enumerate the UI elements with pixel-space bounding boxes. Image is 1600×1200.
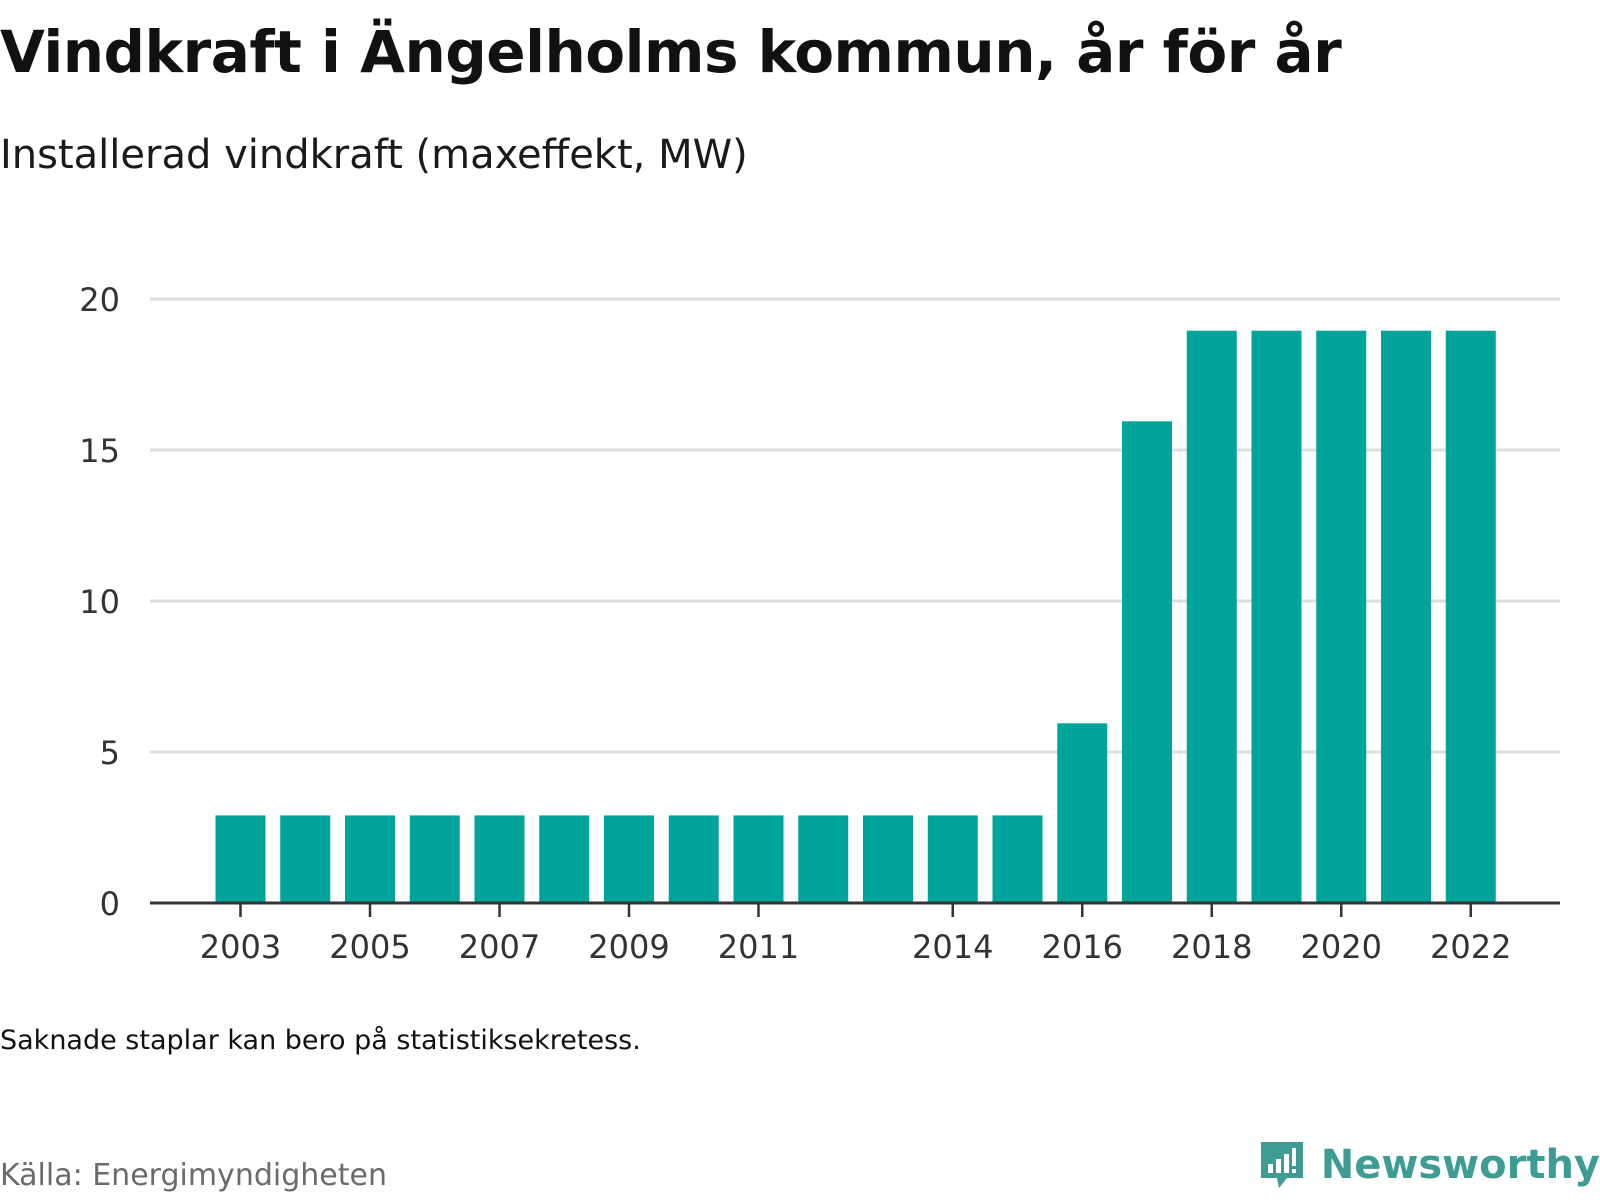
- bar-2009: [604, 815, 654, 903]
- bar-2010: [668, 815, 719, 903]
- bar-2012: [798, 815, 849, 903]
- bar-2020: [1316, 330, 1367, 904]
- newsworthy-chart-bubble-icon: [1260, 1142, 1303, 1188]
- x-tick-label: 2014: [912, 928, 993, 966]
- x-tick-label: 2011: [718, 928, 799, 966]
- x-tick-label: 2020: [1301, 928, 1382, 966]
- bar-2019: [1251, 330, 1302, 904]
- bar-2013: [863, 815, 913, 903]
- bar-2022: [1445, 330, 1496, 904]
- x-tick-label: 2009: [588, 928, 669, 966]
- brand-name: Newsworthy: [1320, 1142, 1600, 1188]
- bar-2014: [927, 815, 978, 903]
- y-tick-label: 20: [79, 281, 120, 319]
- x-tick-label: 2016: [1042, 928, 1123, 966]
- bars: [215, 330, 1496, 904]
- y-tick-label: 0: [100, 885, 120, 923]
- bar-2007: [474, 815, 525, 903]
- y-tick-label: 5: [100, 734, 120, 772]
- x-tick-label: 2022: [1430, 928, 1511, 966]
- source-text: Källa: Energimyndigheten: [0, 1158, 387, 1193]
- axes: [150, 901, 1560, 917]
- bar-2017: [1122, 421, 1172, 903]
- x-tick-label: 2018: [1171, 928, 1252, 966]
- bar-2004: [280, 815, 331, 903]
- bar-2016: [1057, 723, 1108, 903]
- bar-2018: [1186, 330, 1237, 904]
- bar-2006: [409, 815, 460, 903]
- x-tick-label: 2005: [329, 928, 410, 966]
- y-tick-label: 10: [79, 583, 120, 621]
- bar-2003: [215, 815, 266, 903]
- x-tick-label: 2003: [200, 928, 281, 966]
- bar-chart: 0 5 10 15 20 2003 2005 2007 2009 2011 2014 2016 2018…: [79, 281, 1560, 966]
- bar-2015: [992, 815, 1043, 903]
- chart-title: Vindkraft i Ängelholms kommun, år för år: [0, 18, 1342, 86]
- bar-2008: [539, 815, 590, 903]
- bar-2021: [1381, 330, 1431, 904]
- bar-2005: [345, 815, 395, 903]
- chart-subtitle: Installerad vindkraft (maxeffekt, MW): [0, 132, 748, 178]
- bar-2011: [733, 815, 784, 903]
- y-tick-label: 15: [79, 432, 120, 470]
- brand-logo: Newsworthy: [1257, 1140, 1600, 1190]
- x-tick-label: 2007: [459, 928, 540, 966]
- tick-labels: 0 5 10 15 20 2003 2005 2007 2009 2011 2014 2016 2018…: [79, 281, 1511, 966]
- footnote: Saknade staplar kan bero på statistiksek…: [0, 1025, 641, 1056]
